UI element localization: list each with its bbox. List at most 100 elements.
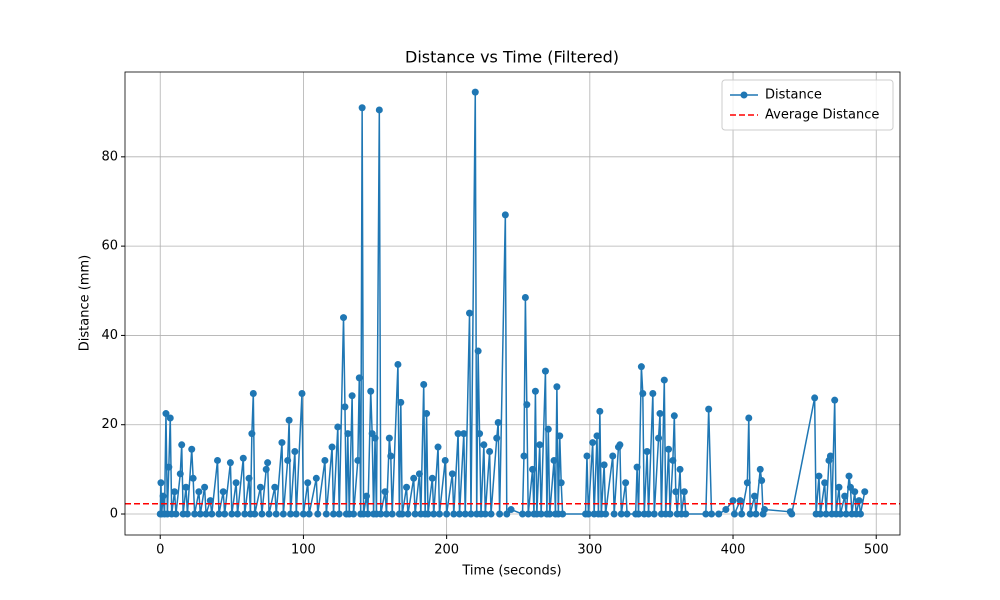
data-point xyxy=(474,347,482,355)
data-point xyxy=(666,510,674,518)
data-point xyxy=(643,448,651,456)
data-point xyxy=(655,434,663,442)
data-point xyxy=(730,510,738,518)
data-point xyxy=(159,492,167,500)
data-point xyxy=(278,439,286,447)
data-point xyxy=(388,510,396,518)
data-point xyxy=(215,510,223,518)
data-point xyxy=(524,510,532,518)
data-point xyxy=(312,474,320,482)
data-point xyxy=(476,430,484,438)
data-point xyxy=(410,474,418,482)
data-point xyxy=(821,479,829,487)
data-point xyxy=(284,456,292,464)
data-point xyxy=(861,488,869,496)
data-point xyxy=(822,510,830,518)
data-point xyxy=(550,456,558,464)
data-point xyxy=(622,479,630,487)
data-point xyxy=(553,383,561,391)
data-point xyxy=(536,441,544,449)
data-point xyxy=(171,488,179,496)
data-point xyxy=(617,510,625,518)
data-point xyxy=(375,106,383,114)
data-point xyxy=(262,465,270,473)
data-point xyxy=(523,401,531,409)
data-point xyxy=(335,510,343,518)
data-point xyxy=(851,488,859,496)
data-point xyxy=(165,463,173,471)
data-point xyxy=(279,510,287,518)
data-point xyxy=(639,389,647,397)
data-point xyxy=(411,510,419,518)
data-point xyxy=(304,479,312,487)
data-point xyxy=(251,510,259,518)
data-point xyxy=(496,510,504,518)
data-point xyxy=(329,510,337,518)
data-point xyxy=(371,434,379,442)
data-point xyxy=(596,407,604,415)
data-point xyxy=(623,510,631,518)
data-point xyxy=(305,510,313,518)
data-point xyxy=(362,492,370,500)
legend-marker xyxy=(740,91,748,99)
data-point xyxy=(314,510,322,518)
data-point xyxy=(609,452,617,460)
data-point xyxy=(248,430,256,438)
data-point xyxy=(397,398,405,406)
x-tick-label: 300 xyxy=(577,543,602,558)
data-point xyxy=(559,510,567,518)
data-point xyxy=(239,454,247,462)
data-point xyxy=(258,510,266,518)
data-point xyxy=(219,488,227,496)
data-point xyxy=(245,474,253,482)
data-point xyxy=(415,470,423,478)
x-tick-label: 100 xyxy=(291,543,316,558)
data-point xyxy=(271,483,279,491)
data-point xyxy=(228,510,236,518)
data-point xyxy=(531,387,539,395)
data-point xyxy=(232,479,240,487)
data-point xyxy=(743,479,751,487)
data-point xyxy=(385,434,393,442)
data-point xyxy=(166,414,174,422)
data-point xyxy=(680,488,688,496)
data-point xyxy=(672,488,680,496)
data-point xyxy=(826,452,834,460)
data-point xyxy=(656,410,664,418)
data-point xyxy=(221,510,229,518)
data-point xyxy=(665,445,673,453)
data-point xyxy=(610,510,618,518)
data-point xyxy=(756,465,764,473)
data-point xyxy=(811,394,819,402)
data-point xyxy=(602,510,610,518)
data-point xyxy=(162,410,170,418)
data-point xyxy=(423,410,431,418)
data-point xyxy=(503,510,511,518)
y-tick-label: 80 xyxy=(101,149,118,164)
data-point xyxy=(285,416,293,424)
data-point xyxy=(202,510,210,518)
data-point xyxy=(341,403,349,411)
data-point xyxy=(201,483,209,491)
data-point xyxy=(265,510,273,518)
data-point xyxy=(340,314,348,322)
data-point xyxy=(322,510,330,518)
data-point xyxy=(841,492,849,500)
data-point xyxy=(751,492,759,500)
data-point xyxy=(188,445,196,453)
data-point xyxy=(328,443,336,451)
y-tick-label: 40 xyxy=(101,328,118,343)
data-point xyxy=(471,88,479,96)
data-point xyxy=(461,510,469,518)
data-point xyxy=(377,510,385,518)
data-point xyxy=(428,474,436,482)
data-point xyxy=(708,510,716,518)
data-point xyxy=(403,483,411,491)
data-point xyxy=(501,211,509,219)
data-point xyxy=(600,461,608,469)
data-point xyxy=(234,510,242,518)
data-point xyxy=(738,510,746,518)
data-point xyxy=(298,389,306,397)
data-point xyxy=(398,510,406,518)
